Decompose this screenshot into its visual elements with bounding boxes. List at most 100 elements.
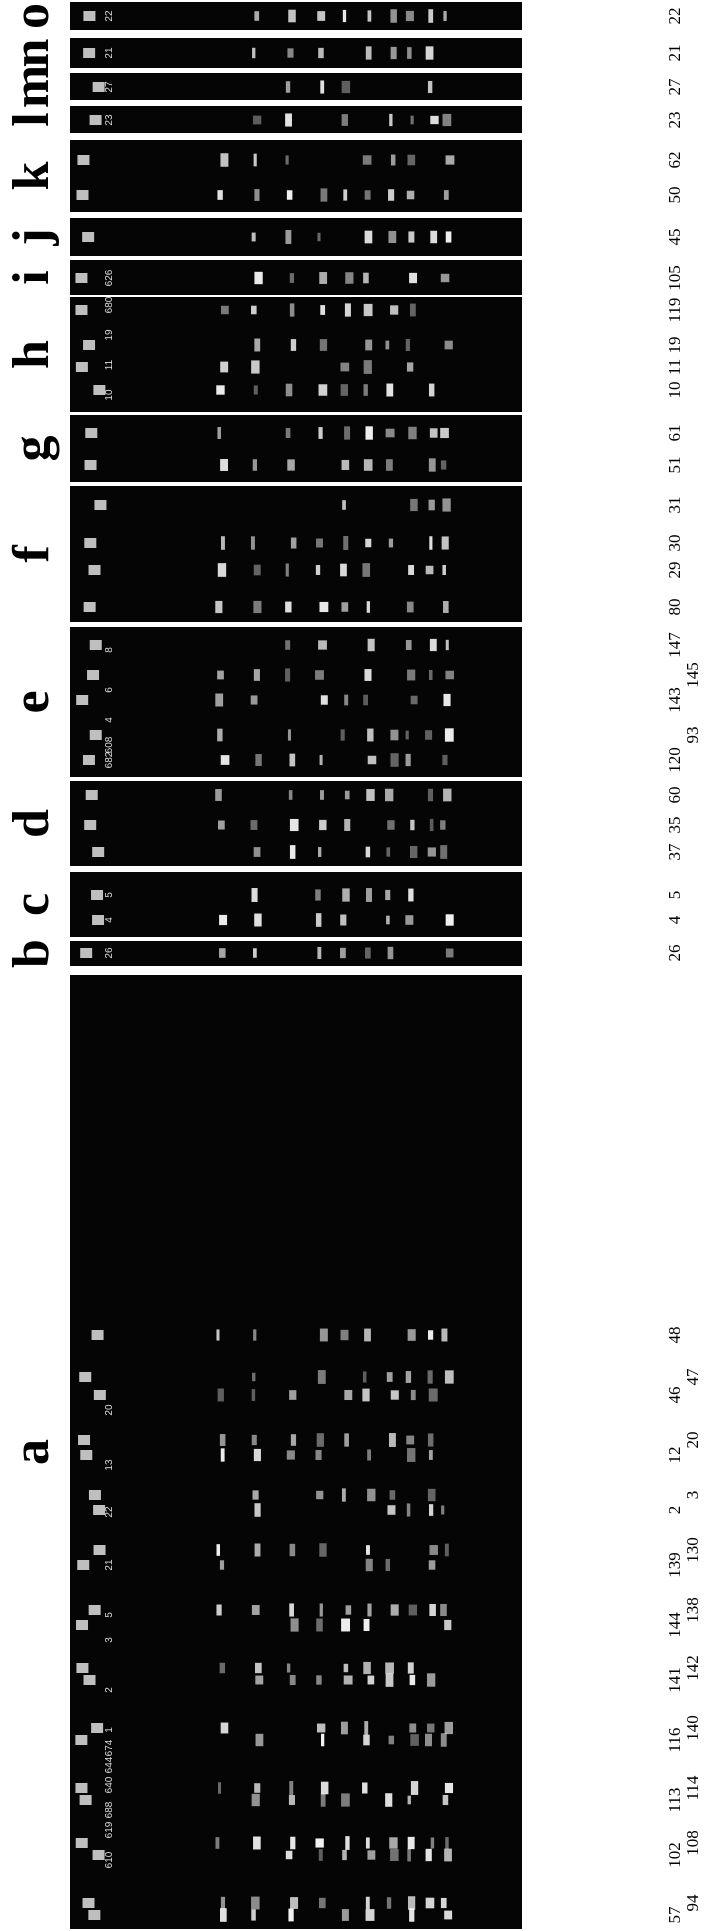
gel-lane-label: 21 (104, 1559, 115, 1571)
band (220, 1722, 229, 1734)
band (251, 1389, 256, 1401)
gel-lane-label: 10 (104, 389, 115, 401)
marker-band (84, 538, 97, 548)
band (219, 914, 228, 926)
gel-lane-label: 26 (104, 947, 115, 959)
band (220, 361, 229, 373)
band (405, 640, 412, 650)
band (252, 948, 257, 958)
band (316, 538, 323, 548)
band (288, 1795, 295, 1805)
panel-letter: e (3, 690, 60, 713)
band (317, 232, 321, 242)
gel-lane-label: 22 (104, 1506, 115, 1518)
band (406, 362, 414, 372)
band (410, 845, 418, 859)
band (430, 115, 439, 125)
band (405, 915, 414, 925)
marker-band (83, 11, 96, 21)
band (316, 1433, 324, 1447)
marker-band (82, 232, 95, 242)
band (218, 820, 225, 830)
band (410, 1389, 416, 1401)
band (253, 1448, 261, 1462)
marker-band (75, 1735, 88, 1745)
band (444, 1619, 452, 1631)
band (444, 1721, 454, 1735)
lane-label: 93 (683, 727, 702, 744)
band (443, 601, 449, 613)
band (407, 1448, 416, 1462)
lane-label: 120 (665, 747, 684, 773)
lane-label: 61 (665, 425, 684, 442)
band (216, 1544, 221, 1556)
band (409, 1908, 415, 1922)
band (365, 339, 373, 351)
band (220, 153, 229, 167)
band (428, 458, 436, 472)
band (252, 47, 256, 59)
band (255, 1662, 262, 1674)
band (255, 1733, 264, 1747)
lane-label: 20 (683, 1432, 702, 1449)
band (389, 1490, 396, 1500)
band (319, 1543, 327, 1557)
band (427, 1433, 434, 1447)
band (315, 565, 321, 575)
band (365, 846, 371, 858)
gel-panel (70, 38, 522, 68)
band (344, 819, 351, 831)
band (341, 1488, 346, 1502)
band (316, 1675, 322, 1685)
lane-label: 21 (665, 45, 684, 62)
gel-lane-label: 19 (104, 329, 115, 341)
band (216, 385, 225, 395)
band (318, 640, 327, 650)
gel-lane-label: 608 (104, 736, 115, 753)
band (220, 1448, 225, 1462)
marker-band (92, 1850, 105, 1860)
band (367, 1603, 372, 1617)
marker-band (89, 115, 102, 125)
band (428, 9, 434, 23)
band (286, 1450, 295, 1460)
lane-label: 130 (683, 1537, 702, 1563)
band (217, 563, 227, 577)
lane-label: 60 (665, 787, 684, 804)
gel-lane-label: 610 (104, 1851, 115, 1868)
marker-band (84, 820, 97, 830)
marker-band (88, 565, 101, 575)
band (425, 1733, 433, 1747)
band (251, 360, 260, 374)
lane-label: 46 (665, 1387, 684, 1404)
band (387, 820, 395, 830)
band (385, 1673, 394, 1687)
marker-band (88, 1490, 101, 1500)
gel-lane-label: 644 (104, 1756, 115, 1773)
band (445, 1837, 449, 1849)
band (250, 820, 258, 830)
lane-label: 19 (665, 337, 684, 354)
band (425, 1897, 435, 1909)
band (443, 693, 451, 707)
marker-band (93, 1545, 106, 1555)
lane-label: 11 (665, 359, 684, 375)
band (425, 565, 434, 575)
band (364, 669, 372, 681)
band (217, 1388, 224, 1402)
band (388, 189, 395, 201)
band (219, 1560, 225, 1570)
band (388, 538, 394, 548)
lane-label: 45 (665, 229, 684, 246)
band (441, 1505, 445, 1515)
band (286, 190, 293, 200)
band (407, 669, 416, 681)
gel-lane-label: 21 (104, 47, 115, 59)
band (444, 340, 453, 350)
band (253, 1329, 257, 1341)
gel-lane-label: 4 (104, 717, 115, 723)
band (364, 1721, 369, 1735)
band (365, 1558, 373, 1572)
band (386, 1372, 393, 1382)
band (250, 536, 255, 550)
